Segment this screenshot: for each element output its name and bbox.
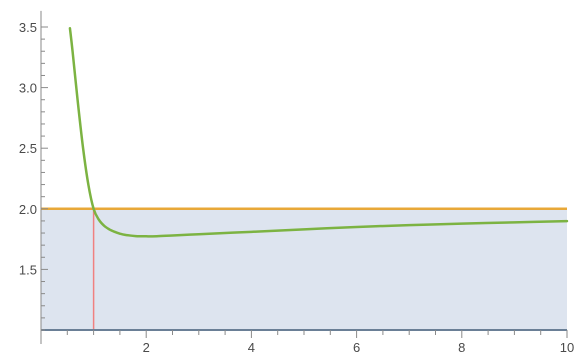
y-tick-label: 2.5 xyxy=(19,141,37,156)
x-tick-label: 6 xyxy=(353,340,360,354)
plot-area xyxy=(41,26,569,331)
shaded-region xyxy=(41,208,567,330)
x-tick-label: 8 xyxy=(458,340,465,354)
x-tick-label: 10 xyxy=(560,340,574,354)
x-tick-label: 2 xyxy=(143,340,150,354)
y-tick-label: 2.0 xyxy=(19,202,37,217)
function-curve xyxy=(68,26,569,238)
axes: 2 4 6 8 10 1.5 2.0 2.5 3.0 3.5 xyxy=(19,10,574,354)
y-tick-label: 1.5 xyxy=(19,262,37,277)
y-tick-label: 3.0 xyxy=(19,81,37,96)
x-tick-label: 4 xyxy=(248,340,255,354)
y-tick-label: 3.5 xyxy=(19,20,37,35)
